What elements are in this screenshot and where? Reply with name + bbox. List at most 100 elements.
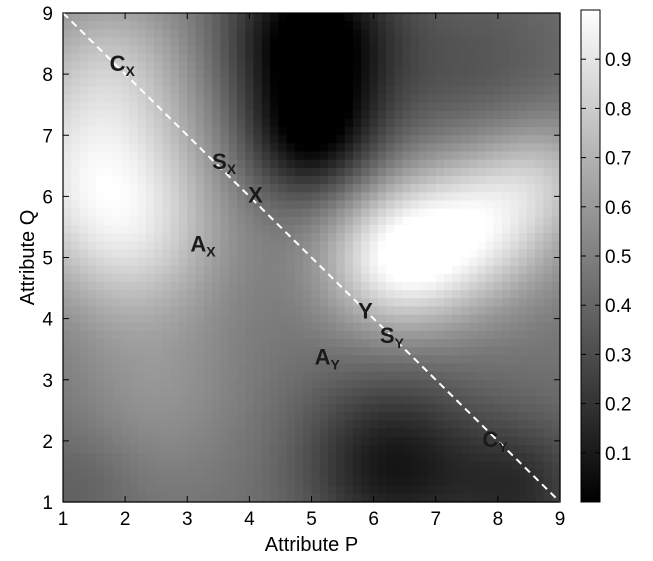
heatmap-cell: [394, 363, 404, 373]
heatmap-cell: [535, 241, 545, 250]
heatmap-cell: [294, 45, 304, 55]
heatmap-cell: [261, 110, 271, 120]
heatmap-cell: [444, 339, 453, 348]
heatmap-cell: [452, 428, 462, 438]
heatmap-cell: [71, 135, 81, 144]
heatmap-cell: [87, 192, 97, 202]
heatmap-cell: [543, 273, 553, 283]
heatmap-cell: [502, 290, 511, 299]
heatmap-cell: [162, 61, 172, 71]
heatmap-cell: [270, 330, 279, 340]
heatmap-cell: [493, 241, 503, 250]
heatmap-cell: [154, 273, 163, 283]
heatmap-cell: [460, 290, 470, 299]
heatmap-cell: [63, 396, 72, 405]
heatmap-cell: [410, 347, 420, 356]
heatmap-cell: [352, 167, 362, 177]
heatmap-cell: [228, 78, 238, 87]
heatmap-cell: [286, 45, 296, 55]
heatmap-cell: [311, 314, 321, 324]
heatmap-cell: [526, 224, 536, 234]
heatmap-cell: [278, 257, 288, 267]
heatmap-cell: [377, 298, 387, 307]
heatmap-cell: [203, 436, 213, 446]
heatmap-cell: [236, 371, 246, 381]
heatmap-cell: [278, 241, 288, 250]
heatmap-cell: [526, 420, 536, 430]
heatmap-cell: [137, 110, 147, 120]
heatmap-cell: [187, 70, 197, 79]
heatmap-cell: [526, 469, 536, 479]
heatmap-cell: [228, 61, 238, 71]
heatmap-cell: [145, 453, 155, 462]
heatmap-cell: [228, 167, 238, 177]
heatmap-cell: [270, 273, 279, 283]
heatmap-cell: [129, 45, 139, 55]
heatmap-cell: [245, 412, 255, 422]
heatmap-cell: [253, 176, 263, 185]
heatmap-cell: [71, 322, 81, 332]
heatmap-cell: [336, 21, 346, 30]
heatmap-cell: [328, 78, 337, 87]
heatmap-cell: [510, 371, 520, 381]
heatmap-cell: [112, 339, 122, 348]
heatmap-cell: [154, 347, 163, 356]
heatmap-cell: [112, 184, 122, 193]
heatmap-cell: [419, 61, 429, 71]
heatmap-cell: [477, 281, 487, 291]
heatmap-cell: [154, 379, 163, 389]
heatmap-cell: [535, 159, 545, 169]
heatmap-cell: [145, 102, 155, 112]
heatmap-cell: [336, 477, 346, 487]
heatmap-cell: [526, 290, 536, 299]
heatmap-cell: [460, 151, 470, 161]
heatmap-cell: [493, 469, 503, 479]
heatmap-cell: [79, 453, 89, 462]
heatmap-cell: [294, 396, 304, 405]
heatmap-cell: [303, 143, 313, 153]
heatmap-cell: [270, 314, 279, 324]
heatmap-cell: [178, 355, 188, 365]
heatmap-cell: [551, 118, 561, 128]
heatmap-cell: [178, 314, 188, 324]
heatmap-cell: [485, 339, 495, 348]
heatmap-cell: [71, 453, 81, 462]
heatmap-cell: [386, 102, 395, 112]
heatmap-cell: [162, 298, 172, 307]
heatmap-cell: [419, 78, 429, 87]
heatmap-cell: [112, 200, 122, 210]
heatmap-cell: [96, 192, 106, 202]
heatmap-cell: [377, 306, 387, 316]
heatmap-cell: [444, 477, 453, 487]
heatmap-cell: [63, 118, 72, 128]
heatmap-cell: [502, 265, 511, 275]
heatmap-cell: [294, 70, 304, 79]
heatmap-cell: [303, 13, 313, 22]
heatmap-cell: [394, 265, 404, 275]
heatmap-cell: [112, 45, 122, 55]
heatmap-cell: [228, 53, 238, 63]
heatmap-cell: [203, 159, 213, 169]
heatmap-cell: [162, 322, 172, 332]
heatmap-cell: [203, 290, 213, 299]
heatmap-cell: [543, 461, 553, 470]
heatmap-cell: [228, 469, 238, 479]
heatmap-cell: [104, 428, 114, 438]
heatmap-cell: [303, 78, 313, 87]
heatmap-cell: [319, 110, 329, 120]
heatmap-cell: [336, 208, 346, 218]
heatmap-cell: [120, 216, 130, 226]
heatmap-cell: [551, 13, 561, 22]
heatmap-cell: [63, 127, 72, 136]
heatmap-cell: [402, 396, 412, 405]
heatmap-cell: [452, 469, 462, 479]
heatmap-cell: [344, 176, 354, 185]
heatmap-cell: [245, 444, 255, 454]
heatmap-cell: [328, 45, 337, 55]
heatmap-cell: [419, 461, 429, 470]
heatmap-cell: [294, 404, 304, 413]
heatmap-cell: [270, 233, 279, 242]
heatmap-cell: [253, 469, 263, 479]
heatmap-cell: [303, 298, 313, 307]
heatmap-cell: [336, 485, 346, 495]
